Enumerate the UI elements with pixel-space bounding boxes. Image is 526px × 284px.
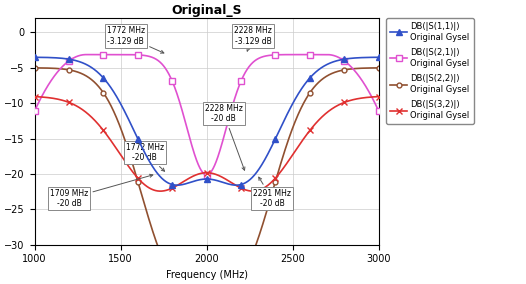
Text: 2228 MHz
-3.129 dB: 2228 MHz -3.129 dB — [234, 26, 272, 51]
Text: 1772 MHz
-20 dB: 1772 MHz -20 dB — [126, 143, 165, 171]
Text: 1709 MHz
-20 dB: 1709 MHz -20 dB — [50, 174, 153, 208]
Text: 1772 MHz
-3.129 dB: 1772 MHz -3.129 dB — [107, 26, 164, 53]
Text: 2291 MHz
-20 dB: 2291 MHz -20 dB — [253, 177, 291, 208]
X-axis label: Frequency (MHz): Frequency (MHz) — [166, 270, 248, 280]
Legend: DB(|S(1,1)|)
Original Gysel, DB(|S(2,1)|)
Original Gysel, DB(|S(2,2)|)
Original : DB(|S(1,1)|) Original Gysel, DB(|S(2,1)|… — [386, 18, 474, 124]
Title: Original_S: Original_S — [171, 4, 242, 17]
Text: 2228 MHz
-20 dB: 2228 MHz -20 dB — [205, 104, 245, 170]
